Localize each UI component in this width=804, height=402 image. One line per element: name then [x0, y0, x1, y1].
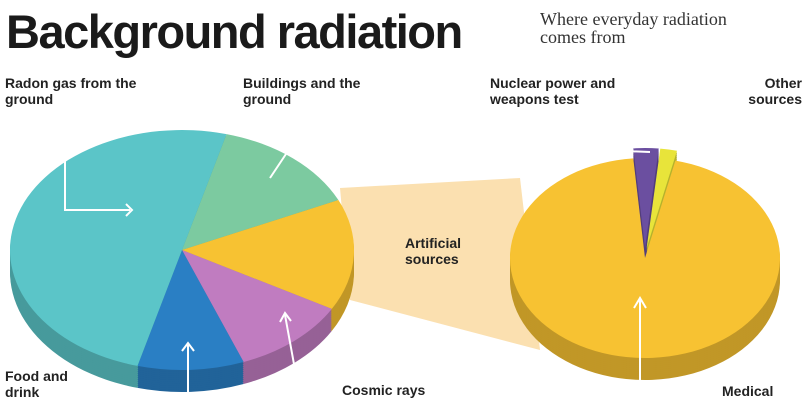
connector [340, 178, 540, 350]
slice [182, 134, 339, 250]
slice-label: Food and drink [5, 368, 68, 400]
title: Background radiation [6, 5, 463, 58]
slice-label: Radon gas from the ground [5, 75, 137, 107]
slice-label: Nuclear power and weapons test [490, 75, 616, 107]
slice [633, 148, 659, 249]
slice-label: Buildings and the ground [243, 75, 361, 107]
slice-label: Other sources [748, 75, 802, 107]
slice [646, 148, 678, 249]
slice [182, 250, 332, 363]
slice [137, 250, 244, 370]
slice [510, 158, 781, 358]
slice [182, 200, 355, 309]
slice-label: Cosmic rays [342, 382, 426, 398]
subtitle: Where everyday radiation comes from [540, 9, 727, 47]
arrows [64, 110, 700, 395]
slice-side [646, 150, 678, 251]
slice-label: Artificial sources [405, 235, 462, 267]
pies [9, 130, 781, 393]
slice-label: Medical [722, 383, 774, 399]
slice-side [646, 152, 678, 253]
